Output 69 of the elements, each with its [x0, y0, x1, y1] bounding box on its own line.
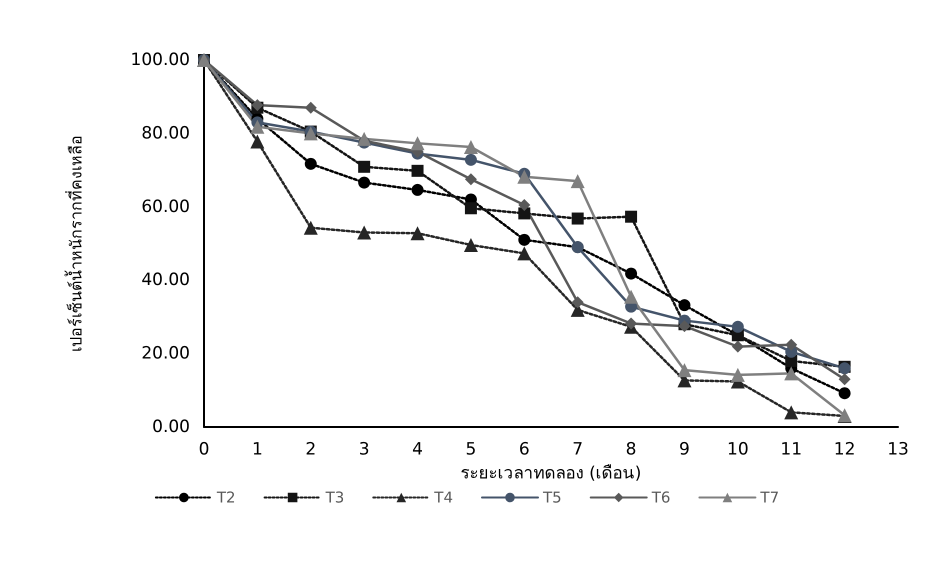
point	[304, 102, 317, 114]
point	[732, 320, 744, 333]
point	[464, 238, 478, 252]
point	[730, 368, 745, 382]
x-tick-label: 9	[679, 440, 690, 460]
x-tick-label: 3	[358, 440, 370, 460]
point	[784, 405, 798, 420]
y-axis-title: เปอร์เซ็นต์น้ำหนักรากที่คงเหลือ	[64, 135, 86, 352]
point	[518, 198, 530, 211]
point	[464, 173, 477, 186]
point	[358, 160, 370, 173]
x-tick-label: 4	[412, 440, 423, 460]
x-tick-label: 12	[834, 440, 856, 460]
x-tick-label: 8	[626, 440, 636, 460]
x-axis-title: ระยะเวลาทดลอง (เดือน)	[460, 464, 642, 484]
point	[517, 170, 532, 184]
point	[250, 120, 264, 134]
x-tick-label: 0	[198, 440, 210, 460]
x-tick-label: 10	[727, 440, 749, 460]
point	[572, 296, 584, 308]
legend-label: T5	[542, 488, 562, 506]
point	[250, 134, 264, 148]
legend-label: T7	[759, 488, 780, 506]
x-tick-label: 5	[466, 440, 476, 460]
point	[412, 184, 424, 196]
point	[304, 126, 318, 140]
point	[304, 220, 318, 235]
point	[410, 226, 425, 240]
point	[358, 176, 370, 189]
y-tick-label: 40.00	[141, 270, 190, 290]
point	[624, 290, 638, 304]
legend-label: T3	[324, 488, 344, 506]
point	[517, 246, 532, 260]
point	[464, 202, 477, 214]
point	[412, 164, 424, 177]
y-tick-label: 60.00	[141, 196, 190, 217]
point	[518, 234, 530, 246]
point	[357, 225, 372, 240]
x-tick-label: 1	[252, 440, 263, 460]
x-tick-label: 11	[780, 440, 802, 460]
y-tick-label: 80.00	[141, 123, 190, 144]
y-tick-label: 20.00	[141, 344, 190, 364]
point	[625, 318, 638, 330]
point	[838, 373, 851, 386]
legend-label: T2	[216, 488, 236, 506]
point	[678, 299, 690, 312]
point	[570, 174, 585, 188]
point	[464, 154, 477, 166]
point	[838, 387, 851, 400]
y-tick-label: 100.00	[130, 50, 190, 70]
x-tick-label: 7	[572, 440, 584, 460]
point	[784, 366, 798, 380]
point	[625, 210, 638, 223]
point	[304, 158, 317, 170]
legend-label: T6	[650, 488, 670, 506]
point	[785, 338, 798, 351]
point	[572, 212, 584, 225]
y-tick-label: 0.00	[152, 417, 190, 437]
point	[677, 363, 692, 378]
point	[410, 136, 425, 150]
x-tick-label: 6	[518, 440, 530, 460]
point	[251, 99, 264, 112]
x-tick-label: 13	[887, 440, 909, 460]
x-tick-label: 2	[305, 440, 316, 460]
point	[464, 140, 478, 154]
legend-label: T4	[433, 488, 454, 506]
point	[518, 207, 530, 220]
point	[625, 268, 638, 280]
point	[732, 340, 744, 353]
